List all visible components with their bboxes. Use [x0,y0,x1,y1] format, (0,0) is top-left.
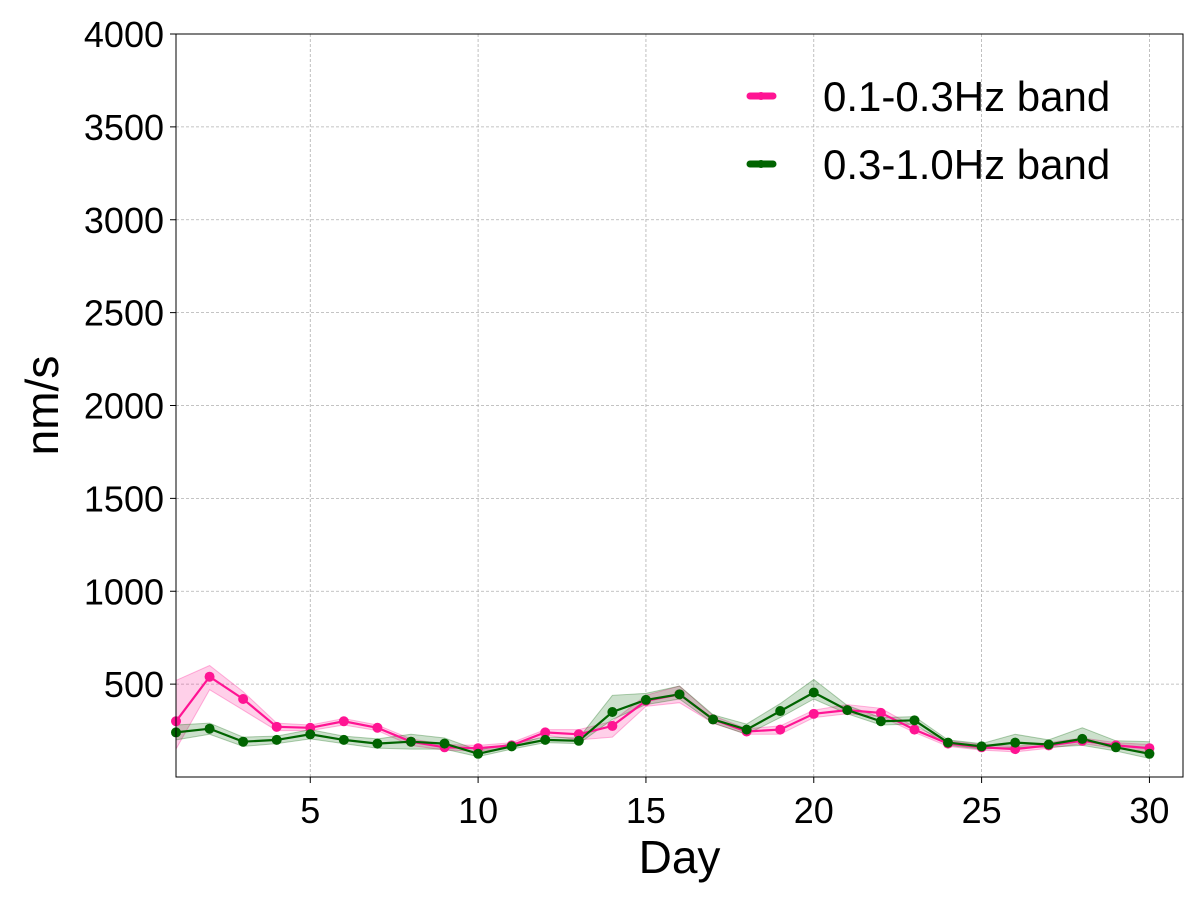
series-band [175,678,1150,760]
y-tick-label: 500 [104,664,164,705]
data-point [875,716,886,727]
y-tick-label: 2500 [84,293,164,334]
data-point [607,706,618,717]
data-point [607,720,618,731]
series-line [175,691,1150,755]
data-point [909,715,920,726]
legend-marker [757,92,765,100]
x-tick-label: 10 [458,790,498,831]
y-axis-title: nm/s [16,356,68,456]
data-point [1144,748,1155,759]
data-point [1077,733,1088,744]
data-point [338,716,349,727]
data-point [976,741,987,752]
x-tick-label: 25 [962,790,1002,831]
data-point [875,707,886,718]
data-point [775,706,786,717]
legend-label: 0.3-1.0Hz band [823,141,1110,188]
legend-marker [757,160,765,168]
x-axis-title: Day [639,831,721,883]
y-tick-label: 4000 [84,14,164,55]
y-tick-label: 1000 [84,571,164,612]
data-point [741,724,752,735]
data-point [540,734,551,745]
x-tick-label: 5 [300,790,320,831]
data-point [204,671,215,682]
x-tick-label: 30 [1129,790,1169,831]
x-tick-label: 15 [626,790,666,831]
data-point [708,714,719,725]
data-point [808,708,819,719]
data-point [808,687,819,698]
y-tick-label: 2000 [84,386,164,427]
data-point [1043,739,1054,750]
data-point [405,736,416,747]
x-axis-ticks: 5 10 15 20 25 30 [300,777,1169,831]
series-points [171,671,1155,759]
data-point [775,724,786,735]
data-point [338,734,349,745]
data-point [573,735,584,746]
data-point [1110,742,1121,753]
data-point [943,737,954,748]
data-point [540,727,551,738]
legend: 0.1-0.3Hz band 0.3-1.0Hz band [746,73,1110,188]
x-tick-label: 20 [794,790,834,831]
data-point [271,734,282,745]
y-tick-label: 3500 [84,107,164,148]
series-lines [175,675,1150,755]
y-axis-ticks: 500 1000 1500 2000 2500 3000 3500 4000 [84,14,176,705]
legend-label: 0.1-0.3Hz band [823,73,1110,120]
data-point [439,738,450,749]
data-point [238,736,249,747]
data-point [372,738,383,749]
data-point [204,723,215,734]
data-point [271,721,282,732]
data-point [238,693,249,704]
data-point [305,729,316,740]
data-point [1010,737,1021,748]
y-tick-label: 3000 [84,200,164,241]
data-point [842,705,853,716]
y-tick-label: 1500 [84,478,164,519]
data-point [372,722,383,733]
data-point [909,724,920,735]
data-point [473,748,484,759]
data-point [506,741,517,752]
data-point [640,694,651,705]
data-point [674,689,685,700]
